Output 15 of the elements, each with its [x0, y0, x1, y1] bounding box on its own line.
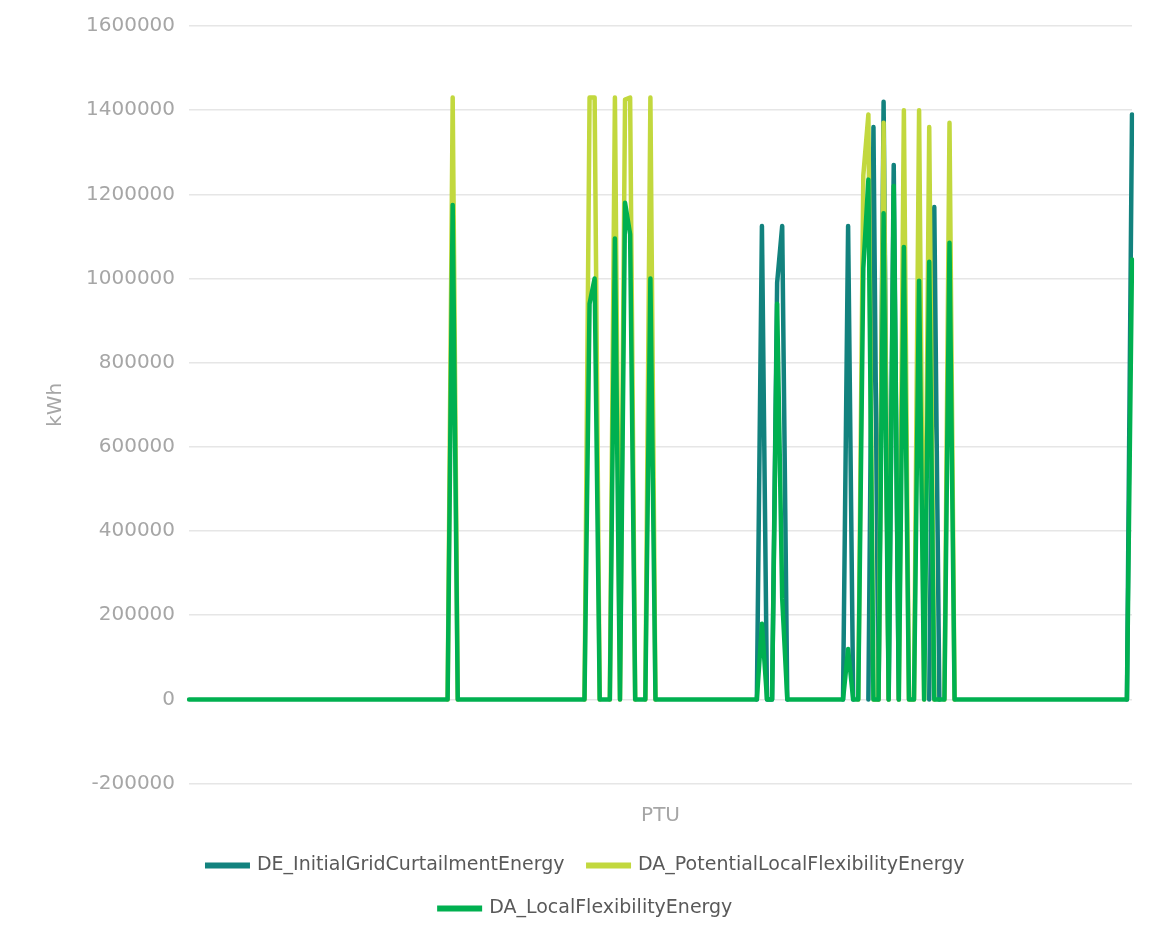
y-tick-label: 1200000: [85, 180, 176, 205]
y-tick-label: -200000: [91, 769, 176, 794]
y-tick-label: 800000: [98, 348, 176, 373]
legend-label: DA_LocalFlexibilityEnergy: [489, 895, 733, 919]
legend-label: DE_InitialGridCurtailmentEnergy: [256, 852, 565, 876]
y-tick-label: 400000: [98, 517, 176, 542]
y-tick-label: 1000000: [85, 264, 176, 289]
y-tick-label: 200000: [98, 601, 176, 626]
y-tick-label: 0: [162, 685, 176, 710]
y-axis-title: kWh: [42, 382, 67, 427]
y-tick-label: 600000: [98, 433, 176, 458]
y-tick-label: 1600000: [85, 12, 176, 37]
x-axis-title: PTU: [641, 802, 680, 827]
legend-label: DA_PotentialLocalFlexibilityEnergy: [638, 852, 965, 876]
y-tick-label: 1400000: [85, 96, 176, 121]
